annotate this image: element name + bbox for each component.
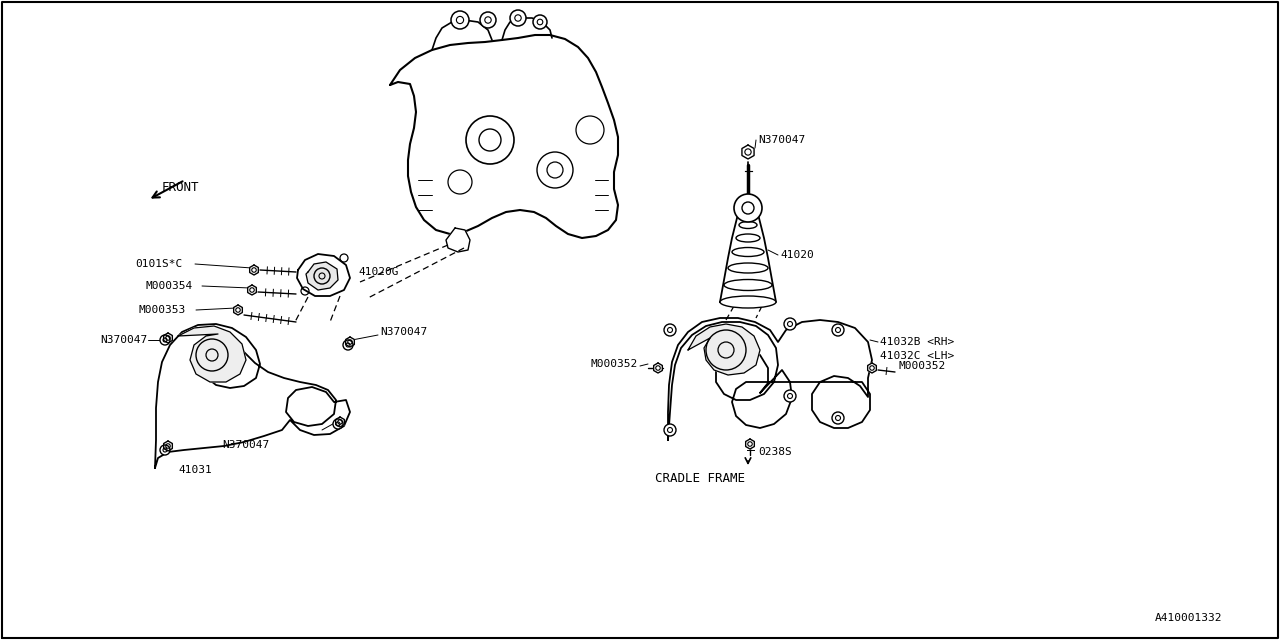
Text: 41031: 41031 [178,465,211,475]
Circle shape [664,424,676,436]
Polygon shape [306,262,338,290]
Text: 0101S*C: 0101S*C [134,259,182,269]
Text: 0238S: 0238S [758,447,792,457]
Polygon shape [164,333,173,343]
Text: N370047: N370047 [221,440,269,450]
Polygon shape [335,417,344,427]
Polygon shape [689,324,760,375]
Text: N370047: N370047 [758,135,805,145]
Text: 41032B <RH>: 41032B <RH> [881,337,955,347]
Text: N370047: N370047 [380,327,428,337]
Ellipse shape [739,221,756,228]
Circle shape [451,11,468,29]
Text: M000354: M000354 [145,281,192,291]
Text: N370047: N370047 [100,335,147,345]
Ellipse shape [721,296,776,308]
Circle shape [664,324,676,336]
Polygon shape [346,337,355,347]
Circle shape [343,340,353,350]
Circle shape [160,445,170,455]
Text: 41020G: 41020G [358,267,398,277]
Circle shape [160,335,170,345]
Circle shape [832,412,844,424]
Polygon shape [247,285,256,295]
Circle shape [785,318,796,330]
Circle shape [333,419,343,429]
Polygon shape [746,439,754,449]
Text: M000353: M000353 [138,305,186,315]
Polygon shape [668,318,872,440]
Polygon shape [742,145,754,159]
Polygon shape [297,254,349,296]
Polygon shape [868,363,877,373]
Polygon shape [654,363,662,373]
Text: 41020: 41020 [780,250,814,260]
Polygon shape [178,326,246,382]
Text: M000352: M000352 [899,361,945,371]
Text: FRONT: FRONT [163,180,200,193]
Ellipse shape [732,248,764,257]
Polygon shape [390,35,618,238]
Ellipse shape [736,234,760,242]
Text: CRADLE FRAME: CRADLE FRAME [655,472,745,484]
Circle shape [785,390,796,402]
Circle shape [509,10,526,26]
Polygon shape [234,305,242,315]
Circle shape [532,15,547,29]
Text: A410001332: A410001332 [1155,613,1222,623]
Ellipse shape [728,263,768,273]
Text: 41032C <LH>: 41032C <LH> [881,351,955,361]
Circle shape [832,324,844,336]
Circle shape [480,12,497,28]
Polygon shape [250,265,259,275]
Circle shape [733,194,762,222]
Polygon shape [721,210,776,302]
Polygon shape [164,441,173,451]
Ellipse shape [724,280,772,291]
Text: M000352: M000352 [590,359,637,369]
Polygon shape [445,228,470,252]
Polygon shape [155,324,349,468]
